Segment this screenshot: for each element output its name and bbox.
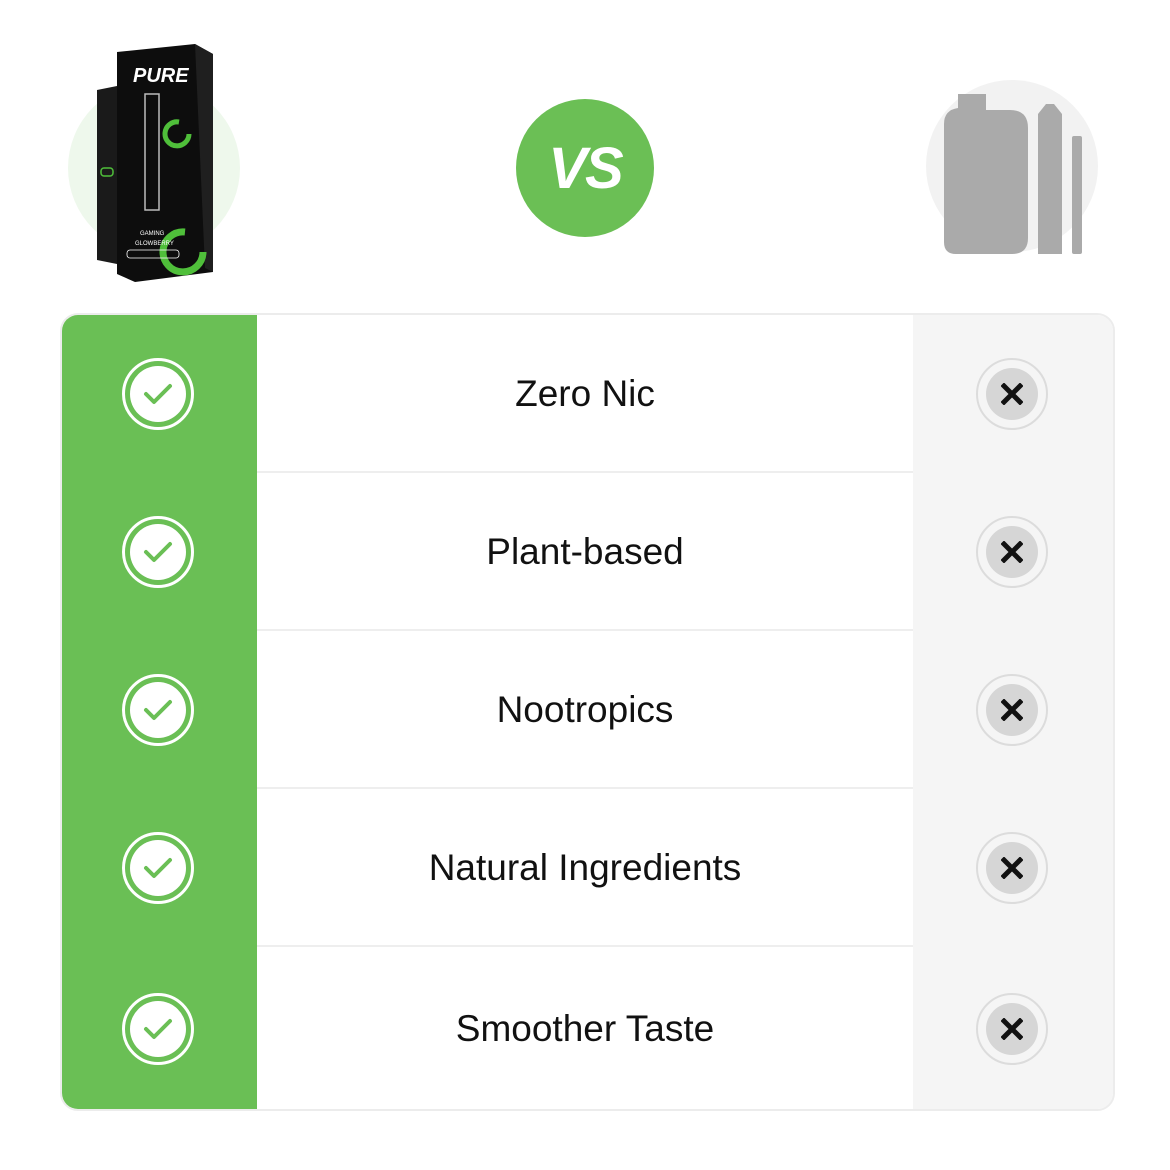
- x-icon: [1001, 1018, 1023, 1040]
- check-badge: [122, 358, 194, 430]
- row-divider: [257, 471, 913, 473]
- competitor-vape-image: [944, 94, 1082, 254]
- row-divider: [257, 629, 913, 631]
- comparison-table: Zero Nic Plant-based Nootropics Natural …: [60, 313, 1115, 1111]
- check-icon: [144, 384, 172, 404]
- check-badge: [122, 993, 194, 1065]
- x-icon: [1001, 857, 1023, 879]
- check-icon: [144, 700, 172, 720]
- check-icon: [144, 542, 172, 562]
- cross-badge: [976, 516, 1048, 588]
- feature-row: Zero Nic: [62, 315, 1113, 473]
- feature-label: Zero Nic: [515, 373, 655, 414]
- svg-text:PURE: PURE: [133, 65, 189, 87]
- feature-label: Smoother Taste: [455, 1008, 715, 1049]
- check-badge: [122, 516, 194, 588]
- cross-badge: [976, 358, 1048, 430]
- x-icon: [1001, 699, 1023, 721]
- x-icon: [1001, 541, 1023, 563]
- svg-text:GLOWBERRY: GLOWBERRY: [135, 241, 174, 247]
- x-icon: [1001, 383, 1023, 405]
- cross-badge: [976, 832, 1048, 904]
- check-icon: [144, 1019, 172, 1039]
- row-divider: [257, 787, 913, 789]
- feature-label: Natural Ingredients: [428, 847, 742, 888]
- feature-row: Smoother Taste: [62, 947, 1113, 1109]
- pure-product-box-image: PURE GAMING GLOWBERRY: [97, 44, 213, 282]
- feature-row: Nootropics: [62, 631, 1113, 789]
- cross-badge: [976, 993, 1048, 1065]
- check-icon: [144, 858, 172, 878]
- row-divider: [257, 945, 913, 947]
- feature-label: Nootropics: [496, 689, 674, 730]
- comparison-header: PURE GAMING GLOWBERRY VS: [0, 0, 1170, 300]
- feature-label: Plant-based: [486, 531, 684, 572]
- svg-text:GAMING: GAMING: [140, 231, 165, 237]
- check-badge: [122, 832, 194, 904]
- feature-row: Natural Ingredients: [62, 789, 1113, 947]
- feature-row: Plant-based: [62, 473, 1113, 631]
- vs-badge: VS: [516, 99, 654, 237]
- cross-badge: [976, 674, 1048, 746]
- check-badge: [122, 674, 194, 746]
